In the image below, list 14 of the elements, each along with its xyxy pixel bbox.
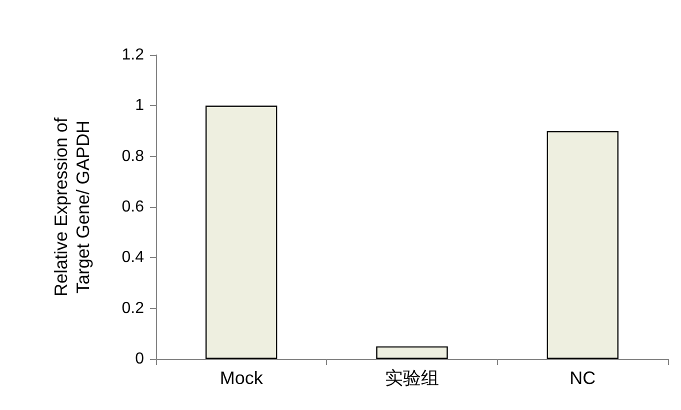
y-tick-label: 0.4 — [122, 249, 144, 266]
y-tick-label: 0.6 — [122, 198, 144, 216]
x-tick-label: Mock — [220, 368, 264, 388]
x-tick-label: 实验组 — [385, 368, 439, 388]
y-tick-label: 1.2 — [122, 46, 144, 64]
y-tick-label: 0.8 — [122, 148, 144, 165]
y-tick-label: 0 — [135, 350, 144, 368]
bar — [376, 346, 448, 359]
x-tick-label: NC — [570, 368, 596, 388]
y-axis-title: Relative Expression of Target Gene/ GAPDH — [51, 116, 93, 297]
y-tick-label: 0.2 — [122, 300, 144, 317]
bar — [546, 131, 619, 359]
y-tick-label: 1 — [135, 97, 144, 114]
bar — [205, 106, 278, 359]
